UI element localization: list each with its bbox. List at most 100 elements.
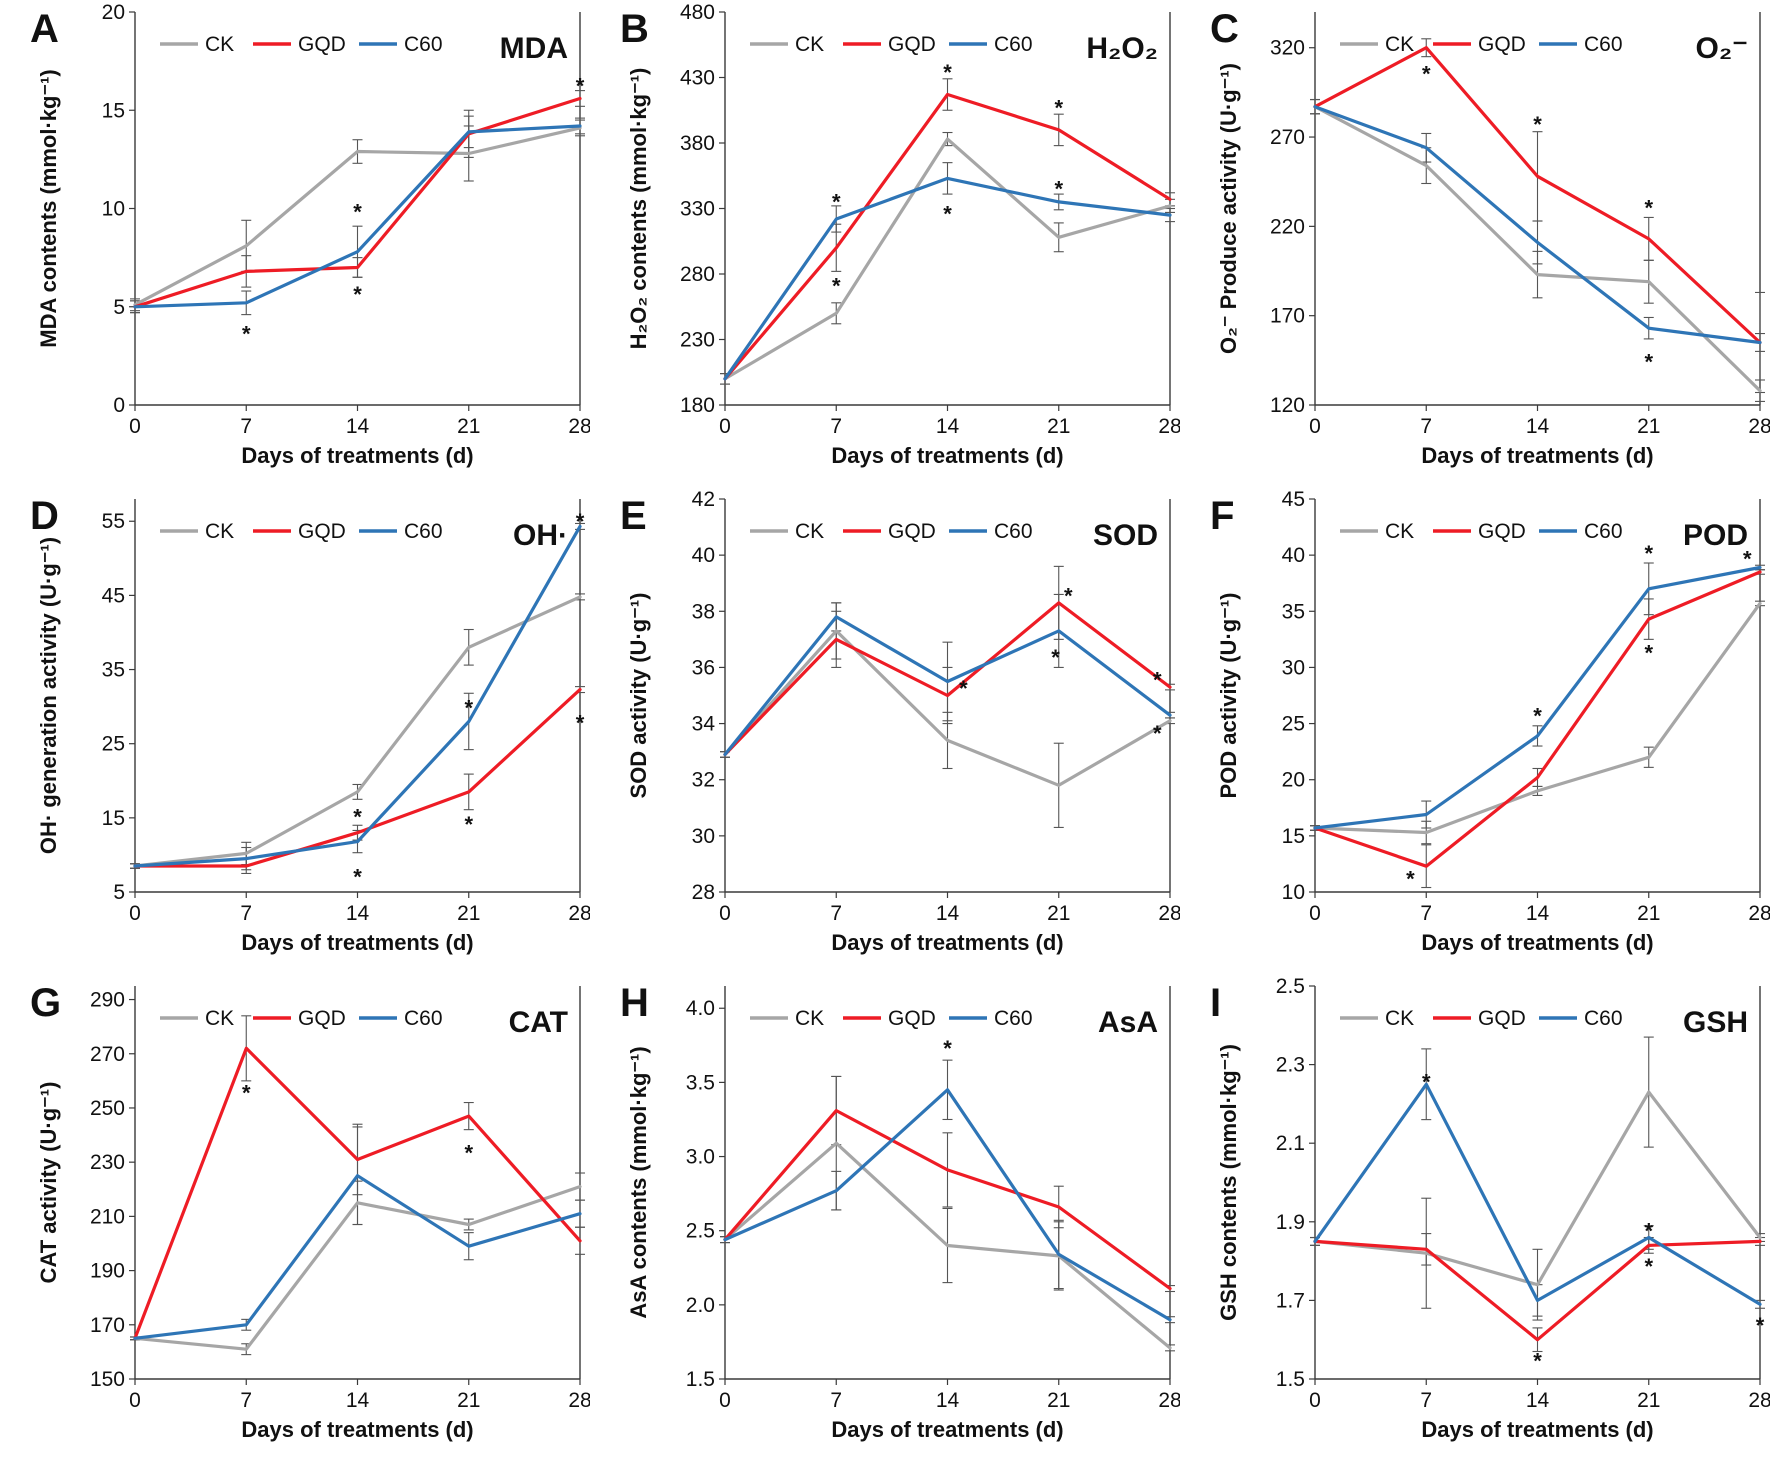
x-tick-label: 28 — [1748, 1389, 1770, 1412]
metric-label: H₂O₂ — [1086, 32, 1158, 65]
y-tick-label: 150 — [90, 1368, 125, 1391]
y-tick-label: 10 — [102, 198, 125, 221]
y-tick-label: 230 — [680, 329, 715, 352]
significance-star: * — [832, 190, 841, 215]
significance-star: * — [576, 710, 585, 735]
legend-label-gqd: GQD — [888, 1007, 936, 1030]
y-tick-label: 250 — [90, 1097, 125, 1120]
y-tick-label: 1.5 — [1276, 1368, 1305, 1391]
legend-label-ck: CK — [795, 33, 824, 56]
legend-label-ck: CK — [1385, 33, 1414, 56]
y-axis-title: GSH contents (mmol·kg⁻¹) — [1216, 1044, 1241, 1321]
panel-letter: H — [620, 981, 649, 1025]
significance-star: * — [1422, 62, 1431, 87]
legend: CK GQD C60 — [750, 520, 1033, 543]
y-tick-label: 40 — [1282, 544, 1305, 567]
panel-e: 28 30 32 34 36 38 40 42 0 7 14 21 28 Days of treatmen… — [590, 487, 1180, 974]
panel-g: 150 170 190 210 230 250 270 290 0 7 14 21 28 Days of … — [0, 974, 590, 1461]
metric-label: OH· — [513, 519, 568, 552]
y-tick-label: 5 — [113, 296, 125, 319]
significance-star: * — [1533, 112, 1542, 137]
series-line-c60 — [133, 524, 582, 868]
chart-b: 180 230 280 330 380 430 480 0 7 14 21 28 Days of tre… — [620, 1, 1180, 468]
legend: CK GQD C60 — [160, 33, 443, 56]
significance-star: * — [1054, 95, 1063, 120]
y-tick-label: 15 — [1282, 825, 1305, 848]
x-tick-label: 7 — [830, 902, 842, 925]
x-tick-label: 21 — [1047, 415, 1070, 438]
legend-label-c60: C60 — [404, 1007, 443, 1030]
y-axis-title: CAT activity (U·g⁻¹) — [36, 1082, 61, 1284]
metric-label: AsA — [1098, 1006, 1158, 1039]
significance-star: * — [1644, 641, 1653, 666]
y-tick-label: 3.5 — [686, 1071, 715, 1094]
legend-label-ck: CK — [205, 33, 234, 56]
x-tick-label: 7 — [830, 1389, 842, 1412]
legend-label-c60: C60 — [404, 33, 443, 56]
y-tick-label: 2.1 — [1276, 1132, 1305, 1155]
series-line-ck — [1313, 105, 1762, 393]
y-tick-label: 170 — [90, 1314, 125, 1337]
x-tick-label: 21 — [457, 415, 480, 438]
significance-star: * — [1422, 1069, 1431, 1094]
legend-label-gqd: GQD — [1478, 33, 1526, 56]
x-tick-label: 0 — [719, 415, 731, 438]
y-axis-title: H₂O₂ contents (mmol·kg⁻¹) — [626, 68, 651, 350]
y-tick-label: 2.5 — [1276, 975, 1305, 998]
x-tick-label: 21 — [457, 902, 480, 925]
x-tick-label: 28 — [568, 1389, 590, 1412]
chart-a: 0 5 10 15 20 0 7 14 21 28 Days of treatments (d) MD… — [30, 1, 590, 468]
y-tick-label: 36 — [692, 656, 715, 679]
series-line-ck — [723, 629, 1172, 787]
significance-star: * — [353, 805, 362, 830]
x-tick-label: 7 — [1420, 1389, 1432, 1412]
y-tick-label: 10 — [1282, 881, 1305, 904]
significance-star: * — [1533, 1348, 1542, 1373]
x-tick-label: 14 — [1526, 1389, 1550, 1412]
significance-star: * — [576, 509, 585, 534]
x-tick-label: 14 — [346, 902, 370, 925]
y-tick-label: 4.0 — [686, 997, 715, 1020]
panel-letter: D — [30, 494, 59, 538]
y-tick-label: 25 — [102, 733, 125, 756]
series-line-c60 — [133, 1174, 582, 1340]
legend-label-gqd: GQD — [1478, 520, 1526, 543]
series-line-gqd — [1313, 1239, 1762, 1342]
y-tick-label: 2.5 — [686, 1220, 715, 1243]
x-tick-label: 14 — [346, 415, 370, 438]
significance-star: * — [1153, 721, 1162, 746]
metric-label: POD — [1683, 519, 1748, 552]
x-axis-title: Days of treatments (d) — [831, 1417, 1063, 1442]
y-tick-label: 1.7 — [1276, 1289, 1305, 1312]
significance-star: * — [1054, 177, 1063, 202]
x-tick-label: 21 — [1637, 1389, 1660, 1412]
metric-label: SOD — [1093, 519, 1158, 552]
y-axis-title: O₂⁻ Produce activity (U·g⁻¹) — [1216, 63, 1241, 354]
legend: CK GQD C60 — [750, 1007, 1033, 1030]
y-tick-label: 170 — [1270, 305, 1305, 328]
legend: CK GQD C60 — [750, 33, 1033, 56]
significance-star: * — [1644, 1254, 1653, 1279]
series-line-ck — [723, 137, 1172, 381]
x-tick-label: 14 — [1526, 902, 1550, 925]
chart-d: 5 15 25 35 45 55 0 7 14 21 28 Days of treatments (d… — [30, 494, 590, 955]
x-tick-label: 7 — [830, 415, 842, 438]
y-tick-label: 15 — [102, 99, 125, 122]
y-tick-label: 40 — [692, 544, 715, 567]
metric-label: O₂⁻ — [1696, 32, 1749, 65]
x-tick-label: 28 — [1158, 1389, 1180, 1412]
y-tick-label: 320 — [1270, 37, 1305, 60]
y-tick-label: 180 — [680, 394, 715, 417]
series-line-c60 — [1313, 105, 1762, 345]
x-tick-label: 14 — [1526, 415, 1550, 438]
x-tick-label: 0 — [1309, 1389, 1321, 1412]
x-axis-title: Days of treatments (d) — [241, 443, 473, 468]
significance-star: * — [1644, 541, 1653, 566]
panel-letter: F — [1210, 494, 1234, 538]
chart-c: 120 170 220 270 320 0 7 14 21 28 Days of treatment… — [1210, 7, 1770, 468]
legend-label-gqd: GQD — [888, 520, 936, 543]
legend-label-gqd: GQD — [298, 33, 346, 56]
x-tick-label: 21 — [1047, 1389, 1070, 1412]
series-line-ck — [133, 126, 582, 307]
series-line-c60 — [723, 176, 1172, 381]
